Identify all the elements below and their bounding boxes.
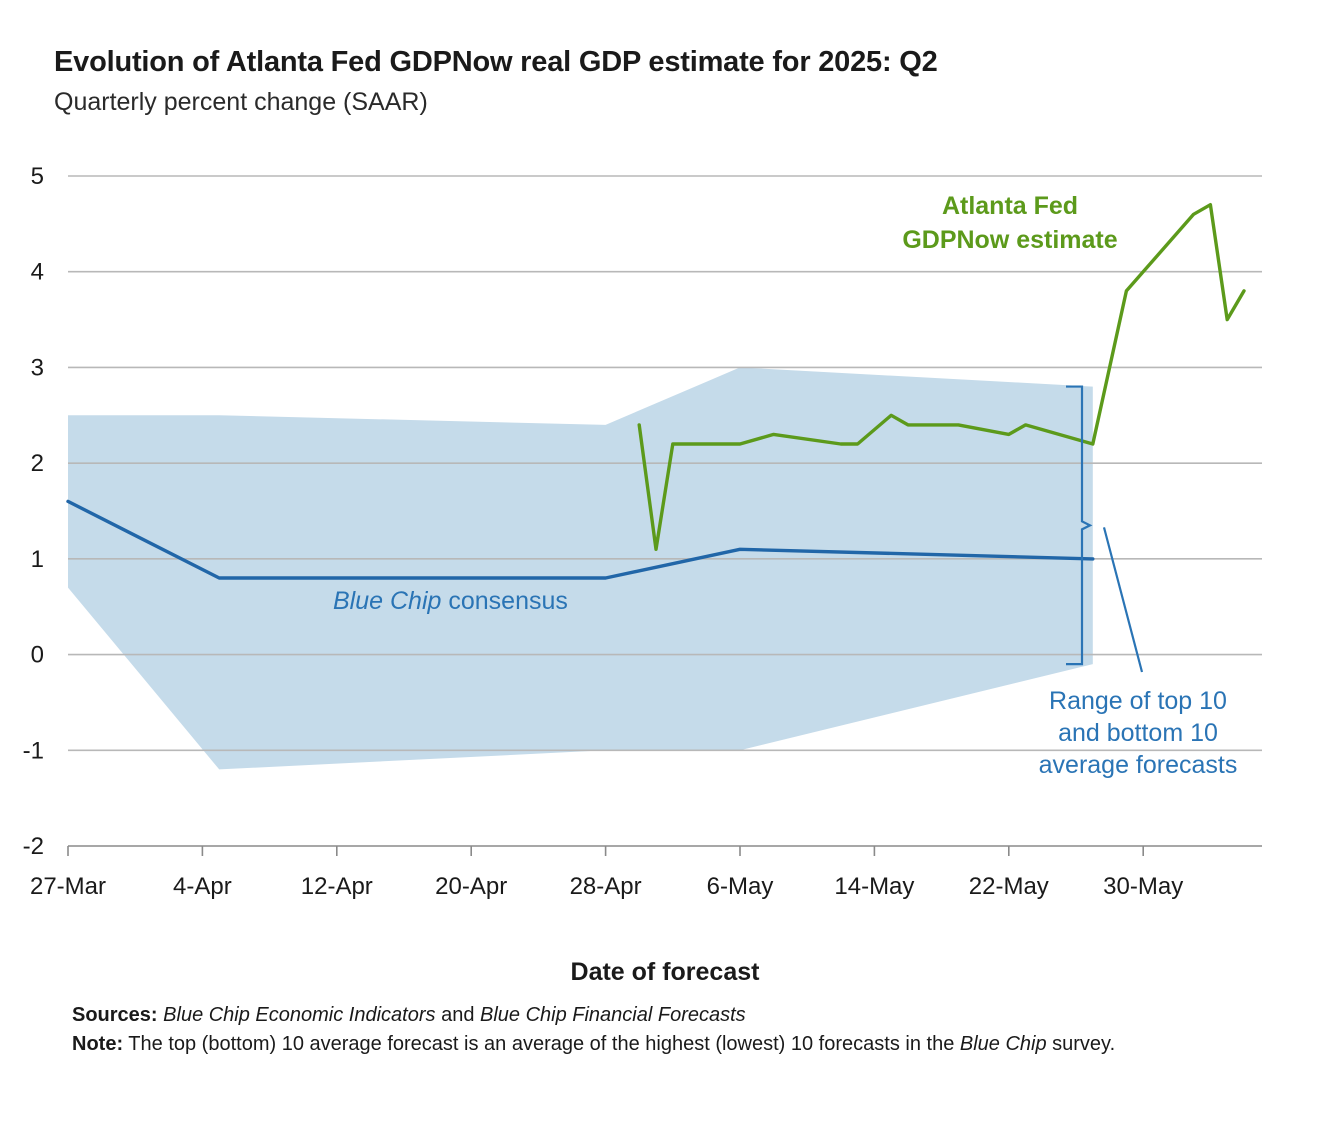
gdpnow-label-line2: GDPNow estimate: [902, 226, 1117, 254]
source-2: Blue Chip Financial Forecasts: [480, 1004, 746, 1026]
y-tick-label: 0: [31, 642, 44, 669]
note-label: Note:: [72, 1033, 124, 1055]
y-tick-label: 5: [31, 163, 44, 190]
blue-chip-consensus-line: [66, 499, 1095, 580]
y-tick-label: 3: [31, 354, 44, 381]
chart-subtitle: Quarterly percent change (SAAR): [54, 88, 428, 116]
chart-title: Evolution of Atlanta Fed GDPNow real GDP…: [54, 46, 938, 78]
range-band: [68, 367, 1093, 770]
x-tick-label: 4-Apr: [173, 873, 232, 900]
y-tick-label: 1: [31, 546, 44, 573]
sources-label: Sources:: [72, 1004, 158, 1026]
x-tick-label: 27-Mar: [30, 873, 106, 900]
y-tick-label: -2: [23, 833, 44, 860]
x-axis-label: Date of forecast: [570, 958, 760, 986]
note-line: Note: The top (bottom) 10 average foreca…: [72, 1030, 1252, 1059]
sources-line: Sources: Blue Chip Economic Indicators a…: [72, 1001, 1252, 1030]
note-text: The top (bottom) 10 average forecast is …: [123, 1033, 960, 1055]
x-tick-label: 20-Apr: [435, 873, 507, 900]
note-end: survey.: [1046, 1033, 1116, 1055]
consensus-label-italic: Blue Chip: [333, 587, 441, 615]
source-conjunction: and: [435, 1004, 480, 1026]
consensus-label-rest: consensus: [441, 587, 567, 615]
x-tick-label: 12-Apr: [301, 873, 373, 900]
range-label-line3: average forecasts: [1039, 751, 1238, 779]
x-tick-label: 22-May: [969, 873, 1049, 900]
consensus-label: Blue Chip consensus: [333, 587, 568, 615]
x-tick-label: 14-May: [834, 873, 914, 900]
gdpnow-label-line1: Atlanta Fed: [942, 192, 1078, 220]
range-bracket: [1066, 385, 1093, 666]
x-tick-label: 6-May: [707, 873, 774, 900]
line-chart: 5 4 3 2 1 0 -1 -2 27-Mar 4-Apr 12-Apr 20-Apr 28-Apr…: [23, 163, 1262, 900]
y-tick-label: 2: [31, 450, 44, 477]
x-tick-label: 30-May: [1103, 873, 1183, 900]
range-label-line1: Range of top 10: [1049, 687, 1227, 715]
source-1: Blue Chip Economic Indicators: [163, 1004, 436, 1026]
range-label-line2: and bottom 10: [1058, 719, 1218, 747]
note-italic: Blue Chip: [959, 1033, 1047, 1055]
gdpnow-line: [637, 202, 1246, 551]
range-pointer-line: [1102, 527, 1144, 673]
y-tick-label: 4: [31, 259, 44, 286]
x-tick-label: 28-Apr: [570, 873, 642, 900]
y-tick-label: -1: [23, 737, 44, 764]
source-notes: Sources: Blue Chip Economic Indicators a…: [72, 1001, 1252, 1059]
